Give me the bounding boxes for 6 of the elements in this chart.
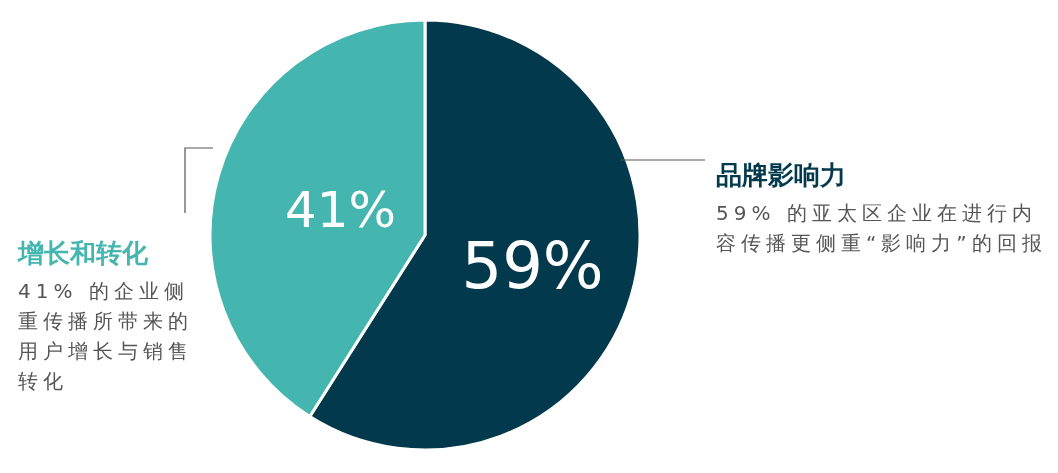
text: 59% 的亚太区企业在进行内容传播更侧重“影响力”的回报	[716, 200, 1048, 257]
data-label: 59%	[461, 229, 604, 304]
slice-label: 增长和转化	[18, 237, 149, 270]
slice-label: 品牌影响力	[716, 159, 847, 192]
text: 41% 的企业侧重传播所带来的用户增长与销售转化	[18, 278, 194, 395]
data-label: 41%	[284, 181, 397, 240]
